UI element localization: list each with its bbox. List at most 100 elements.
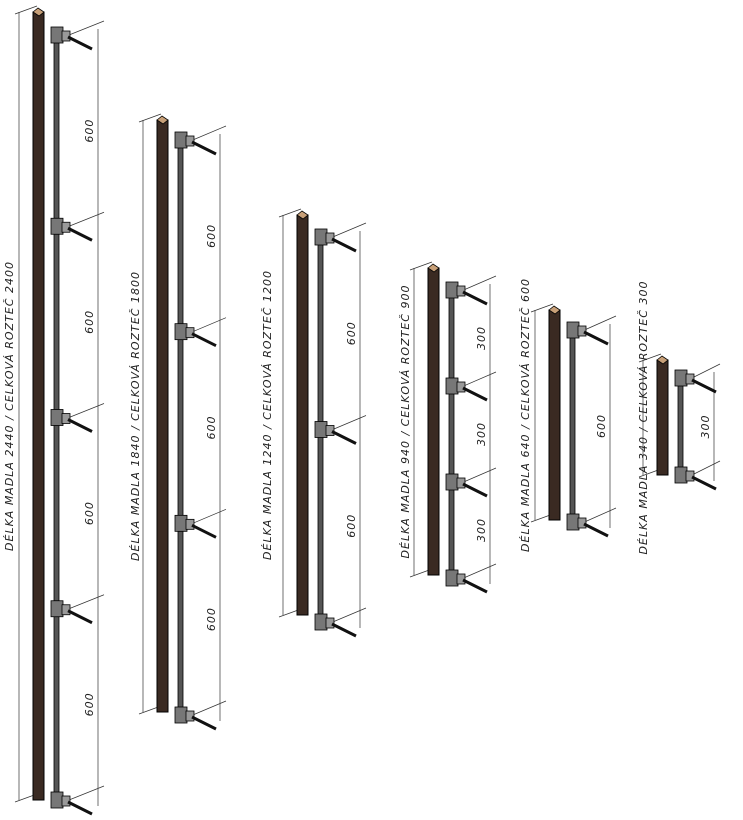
bracket-plate bbox=[185, 710, 195, 722]
extension-line bbox=[278, 208, 302, 218]
bracket-pin bbox=[331, 622, 357, 638]
bracket bbox=[174, 323, 188, 341]
bracket-plate bbox=[685, 373, 695, 385]
bracket bbox=[445, 473, 459, 491]
variant-label: DÉLKA MADLA 2440 / CELKOVÁ ROZTEČ 2400 bbox=[3, 261, 16, 551]
rail bbox=[448, 289, 455, 579]
bracket-pin bbox=[67, 800, 93, 816]
bracket-plate bbox=[456, 573, 466, 585]
extension-line bbox=[409, 261, 433, 271]
spacing-label: 300 bbox=[475, 518, 488, 542]
bracket bbox=[50, 600, 64, 618]
variant-label: DÉLKA MADLA 940 / CELKOVÁ ROZTEČ 900 bbox=[399, 285, 412, 559]
handrail-bar bbox=[296, 214, 309, 616]
bracket-plate bbox=[577, 325, 587, 337]
bracket-pin bbox=[191, 523, 217, 539]
bracket-pin bbox=[462, 578, 488, 594]
bracket bbox=[445, 281, 459, 299]
bracket-pin bbox=[583, 522, 609, 538]
bracket-pin bbox=[67, 609, 93, 625]
bracket bbox=[50, 791, 64, 809]
bracket bbox=[174, 514, 188, 532]
handrail-bar bbox=[427, 267, 440, 576]
variant-label: DÉLKA MADLA 340 / CELKOVÁ ROZTEČ 300 bbox=[637, 281, 650, 555]
handrail-bar bbox=[156, 119, 169, 713]
extension-line bbox=[63, 785, 105, 803]
bracket bbox=[314, 228, 328, 246]
bar-end bbox=[656, 355, 669, 365]
bar-end bbox=[296, 210, 309, 220]
handrail-bar bbox=[32, 11, 45, 801]
handrail-variant: DÉLKA MADLA 2440 / CELKOVÁ ROZTEČ 2400 60… bbox=[3, 5, 105, 816]
spacing-label: 600 bbox=[83, 119, 96, 143]
bracket-plate bbox=[61, 604, 71, 616]
spacing-label: 600 bbox=[345, 514, 358, 538]
extension-line bbox=[63, 211, 105, 229]
bracket bbox=[314, 421, 328, 438]
bracket bbox=[314, 613, 328, 631]
spacing-label: 600 bbox=[83, 310, 96, 334]
bar-end bbox=[32, 7, 45, 17]
bar-end bbox=[156, 115, 169, 125]
extension-line bbox=[138, 113, 162, 123]
bracket-pin bbox=[331, 430, 357, 445]
bracket bbox=[50, 217, 64, 235]
bracket-pin bbox=[691, 378, 717, 394]
variant-label: DÉLKA MADLA 1840 / CELKOVÁ ROZTEČ 1800 bbox=[129, 271, 142, 561]
bracket bbox=[445, 569, 459, 587]
bracket-pin bbox=[191, 332, 217, 348]
extension-line bbox=[63, 20, 105, 38]
bracket-pin bbox=[462, 290, 488, 306]
handrail-variant: DÉLKA MADLA 340 / CELKOVÁ ROZTEČ 300 300 bbox=[637, 281, 721, 555]
bracket-plate bbox=[61, 30, 71, 42]
rail bbox=[569, 329, 576, 523]
handrail-variant: DÉLKA MADLA 940 / CELKOVÁ ROZTEČ 900 300 3… bbox=[399, 261, 497, 594]
spacing-label: 600 bbox=[205, 416, 218, 440]
bracket-pin bbox=[691, 475, 717, 491]
extension-line bbox=[530, 303, 554, 313]
bracket bbox=[50, 26, 64, 44]
bracket-plate bbox=[185, 135, 195, 147]
handrail-bar bbox=[656, 359, 669, 476]
extension-line bbox=[638, 353, 662, 363]
bracket-plate bbox=[61, 795, 71, 807]
extension-line bbox=[63, 594, 105, 612]
bracket-plate bbox=[185, 327, 195, 339]
bracket-pin bbox=[67, 226, 93, 242]
bracket-pin bbox=[191, 140, 217, 156]
spacing-label: 600 bbox=[83, 501, 96, 525]
bracket-pin bbox=[331, 237, 357, 253]
bracket bbox=[174, 706, 188, 724]
spacing-label: 300 bbox=[699, 415, 712, 439]
bracket bbox=[566, 513, 580, 531]
rail bbox=[677, 377, 684, 476]
bracket-pin bbox=[191, 715, 217, 731]
extension-line bbox=[14, 5, 38, 15]
rail bbox=[177, 139, 184, 716]
spacing-label: 600 bbox=[345, 321, 358, 345]
spacing-label: 300 bbox=[475, 422, 488, 446]
bar-end bbox=[548, 305, 561, 315]
spacing-label: 300 bbox=[475, 326, 488, 350]
bar-end bbox=[427, 263, 440, 273]
bracket-plate bbox=[61, 413, 71, 424]
bracket-plate bbox=[685, 470, 695, 482]
handrail-variant: DÉLKA MADLA 640 / CELKOVÁ ROZTEČ 600 600 bbox=[519, 278, 617, 552]
handrail-variant: DÉLKA MADLA 1240 / CELKOVÁ ROZTEČ 1200 60… bbox=[261, 208, 367, 638]
bracket-plate bbox=[325, 617, 335, 629]
bracket-plate bbox=[456, 477, 466, 489]
bracket bbox=[566, 321, 580, 339]
spacing-label: 600 bbox=[595, 414, 608, 438]
spacing-label: 600 bbox=[205, 224, 218, 248]
bracket-plate bbox=[185, 518, 195, 530]
spacing-label: 600 bbox=[83, 692, 96, 716]
bracket-plate bbox=[456, 285, 466, 297]
bracket bbox=[445, 377, 459, 395]
bracket bbox=[174, 131, 188, 149]
bracket-pin bbox=[67, 418, 93, 433]
bracket-pin bbox=[583, 330, 609, 346]
handrail-bar bbox=[548, 309, 561, 521]
variant-label: DÉLKA MADLA 1240 / CELKOVÁ ROZTEČ 1200 bbox=[261, 270, 274, 560]
bracket-plate bbox=[577, 517, 587, 529]
